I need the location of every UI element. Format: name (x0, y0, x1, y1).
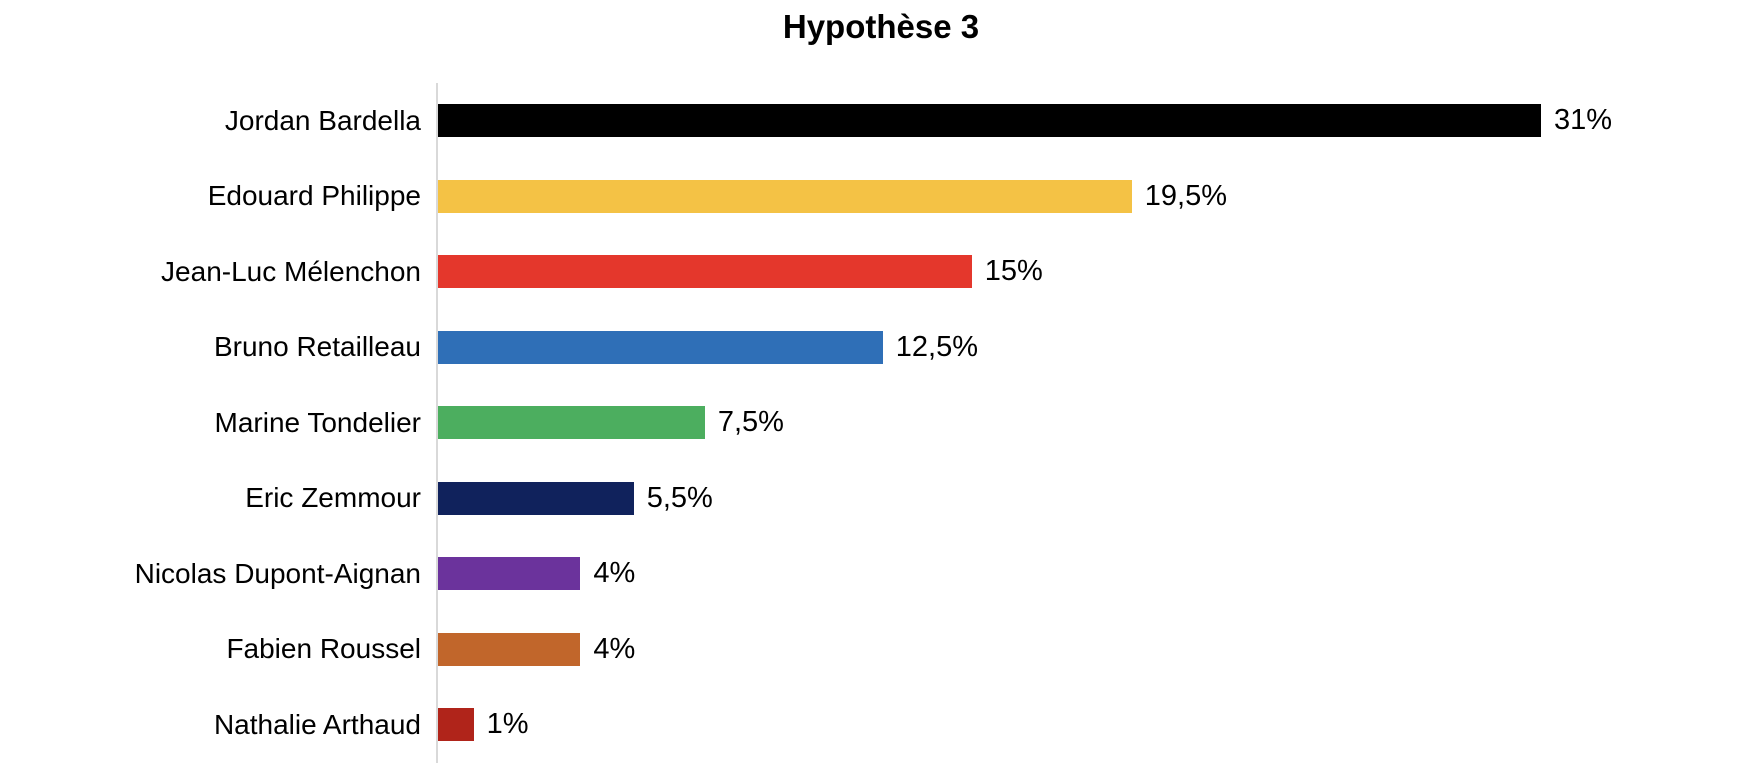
category-label: Bruno Retailleau (213, 331, 421, 363)
category-label: Jean-Luc Mélenchon (161, 255, 421, 287)
category-label: Nathalie Arthaud (213, 708, 421, 740)
bar-row: Eric Zemmour 5,5% (0, 461, 1762, 537)
value-label: 4% (593, 557, 636, 590)
bar-area: 1% (438, 708, 529, 742)
bar (438, 708, 474, 742)
bar-row: Bruno Retailleau 12,5% (0, 310, 1762, 386)
bar (438, 406, 705, 440)
bar-area: 31% (438, 104, 1613, 138)
bar-row: Marine Tondelier 7,5% (0, 385, 1762, 461)
y-axis-line (436, 83, 438, 763)
bar (438, 104, 1541, 138)
bar-row: Nicolas Dupont-Aignan 4% (0, 536, 1762, 612)
category-label: Eric Zemmour (245, 482, 421, 514)
bar-row: Nathalie Arthaud 1% (0, 687, 1762, 763)
bar-area: 15% (438, 255, 1043, 289)
category-label: Edouard Philippe (207, 180, 421, 212)
value-label: 12,5% (895, 330, 978, 363)
category-label: Marine Tondelier (214, 406, 422, 438)
bar (438, 557, 581, 591)
bar-row: Fabien Roussel 4% (0, 612, 1762, 688)
chart-rows: Jordan Bardella 31% Edouard Philippe 19,… (0, 83, 1762, 763)
value-label: 5,5% (646, 481, 713, 514)
bar-row: Jean-Luc Mélenchon 15% (0, 234, 1762, 310)
bar (438, 632, 581, 666)
value-label: 1% (486, 708, 529, 741)
bar-area: 7,5% (438, 406, 784, 440)
bar (438, 330, 883, 364)
bar (438, 179, 1132, 213)
bar-row: Edouard Philippe 19,5% (0, 159, 1762, 235)
category-label: Fabien Roussel (226, 633, 421, 665)
value-label: 19,5% (1144, 179, 1228, 212)
bar-chart: Jordan Bardella 31% Edouard Philippe 19,… (0, 83, 1762, 763)
value-label: 15% (984, 255, 1043, 288)
bar-area: 4% (438, 632, 636, 666)
bar-area: 4% (438, 557, 636, 591)
category-label: Nicolas Dupont-Aignan (134, 557, 421, 589)
bar-area: 5,5% (438, 481, 713, 515)
bar-row: Jordan Bardella 31% (0, 83, 1762, 159)
bar (438, 255, 972, 289)
value-label: 4% (593, 632, 636, 665)
bar (438, 481, 634, 515)
bar-area: 12,5% (438, 330, 978, 364)
value-label: 7,5% (717, 406, 784, 439)
value-label: 31% (1553, 104, 1613, 137)
chart-title: Hypothèse 3 (782, 8, 980, 45)
category-label: Jordan Bardella (224, 104, 421, 136)
bar-area: 19,5% (438, 179, 1228, 213)
